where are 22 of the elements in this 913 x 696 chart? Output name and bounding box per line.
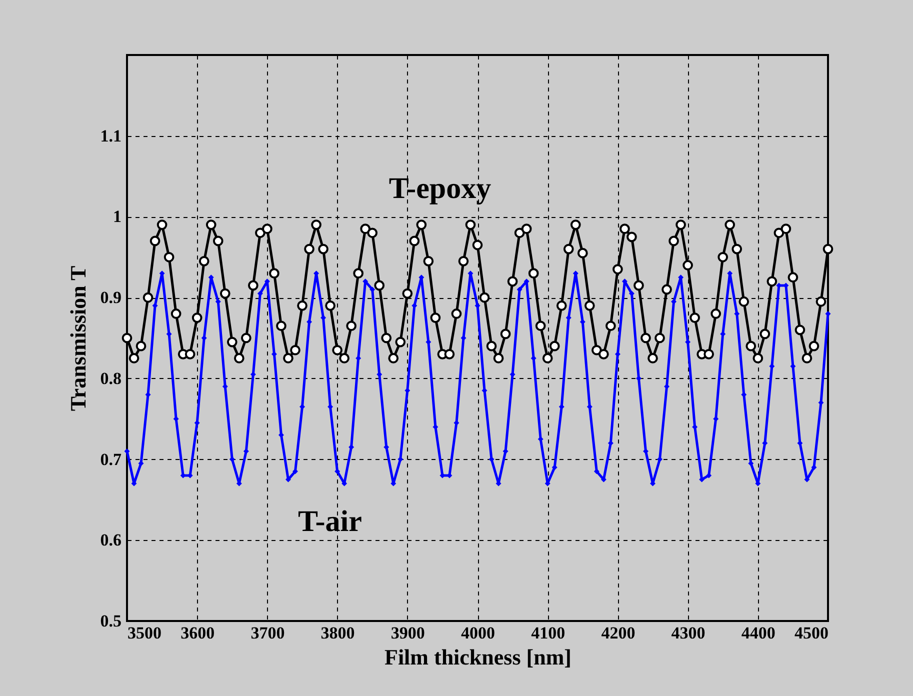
x-tick-label: 4300 <box>671 624 706 642</box>
x-tick-label: 4400 <box>741 624 776 642</box>
x-tick-label: 4000 <box>461 624 495 642</box>
x-tick-label: 3500 <box>128 624 162 642</box>
x-tick-label: 4100 <box>531 624 566 642</box>
x-tick-label: 3800 <box>320 624 355 642</box>
x-axis-title: Film thickness [nm] <box>384 644 572 670</box>
y-tick-label: 0.8 <box>100 368 122 388</box>
x-tick-label: 3600 <box>180 624 215 642</box>
x-tick-label: 3700 <box>250 624 285 642</box>
y-tick-label: 0.5 <box>100 612 122 630</box>
y-axis-title: Transmission T <box>65 266 90 412</box>
annotation: T-epoxy <box>388 172 492 205</box>
y-tick-label: 0.9 <box>100 288 122 308</box>
y-tick-label: 1 <box>113 207 122 226</box>
annotation: T-air <box>298 505 362 538</box>
y-tick-label: 1.1 <box>100 126 122 146</box>
y-tick-label: 0.6 <box>100 530 122 550</box>
y-tick-label: 0.7 <box>100 450 122 469</box>
x-tick-label: 3900 <box>390 624 425 642</box>
x-tick-label: 4200 <box>601 624 636 642</box>
x-tick-label: 4500 <box>794 624 828 642</box>
